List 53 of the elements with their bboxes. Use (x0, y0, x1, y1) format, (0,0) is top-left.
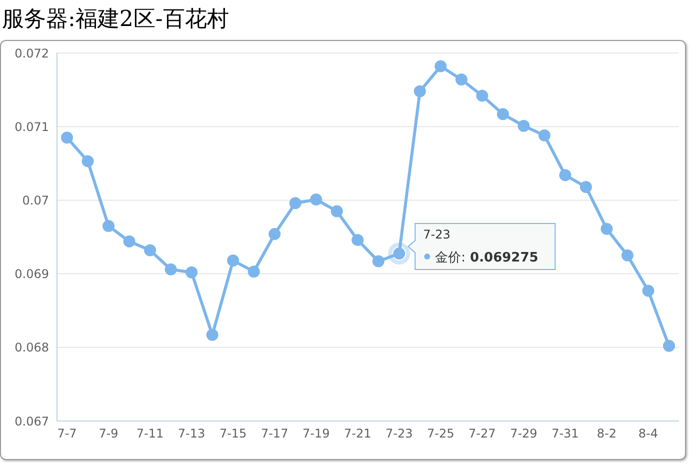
point (289, 197, 302, 210)
point (434, 60, 447, 72)
x-tick-label: 7-25 (427, 426, 454, 441)
point (164, 263, 177, 276)
point (538, 129, 550, 142)
annotation: 金价: 0.069275 (435, 250, 538, 266)
point (496, 108, 509, 120)
x-tick-label: 7-9 (98, 426, 118, 441)
y-tick-label: 0.068 (14, 340, 49, 355)
point (580, 180, 592, 193)
point (621, 249, 634, 262)
point (102, 220, 115, 232)
x-tick-label: 7-15 (219, 426, 247, 441)
point (61, 132, 73, 144)
point (352, 234, 364, 246)
x-tick-label: 7-19 (302, 426, 330, 441)
point (476, 90, 488, 102)
point (414, 85, 426, 98)
point (642, 284, 654, 297)
x-tick-label: 7-29 (510, 426, 538, 441)
point (227, 254, 240, 267)
x-tick-label: 8-2 (596, 426, 617, 441)
x-tick-label: 7-23 (386, 426, 413, 441)
y-tick-label: 0.071 (14, 120, 49, 134)
point (82, 155, 94, 168)
x-tick-label: 7-17 (260, 426, 288, 441)
x-tick-label: 7-27 (468, 426, 496, 441)
x-tick-label: 8-4 (638, 426, 658, 441)
x-tick-label: 7-31 (552, 426, 579, 441)
x-tick-label: 7-11 (136, 426, 164, 441)
point (330, 205, 343, 218)
point (600, 222, 613, 235)
point (518, 120, 530, 132)
point (248, 266, 260, 278)
x-tick-label: 7-7 (57, 426, 77, 441)
point (455, 73, 468, 86)
annotation: 7-23 (423, 228, 450, 242)
y-tick-label: 0.069 (14, 267, 49, 282)
point (310, 193, 322, 206)
y-tick-label: 0.07 (22, 193, 49, 208)
point (206, 328, 218, 341)
x-tick-label: 7-13 (178, 426, 206, 441)
point (123, 235, 136, 248)
y-tick-label: 0.072 (14, 46, 49, 60)
point (559, 169, 572, 182)
point (663, 340, 675, 352)
y-tick-label: 0.067 (14, 414, 49, 428)
point (372, 255, 384, 268)
point (186, 266, 198, 278)
point (144, 244, 156, 256)
x-tick-label: 7-21 (344, 426, 372, 441)
chart-title: 服务器:福建2区-百花村 (2, 6, 230, 34)
point (268, 228, 281, 240)
